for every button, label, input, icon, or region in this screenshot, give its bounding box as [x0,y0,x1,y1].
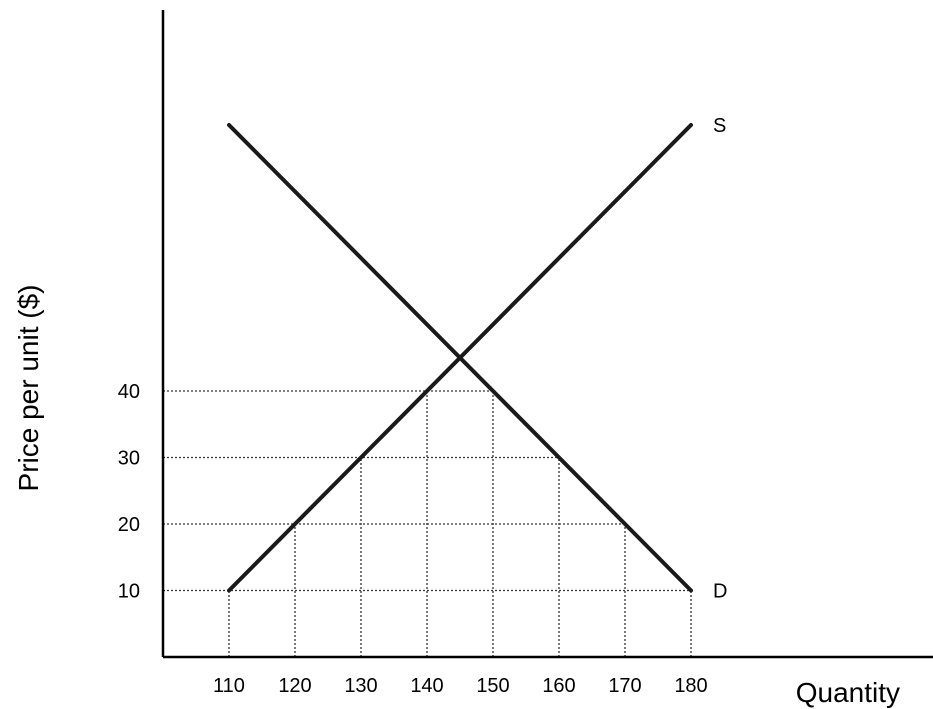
y-tick-label-40: 40 [118,381,140,403]
x-tick-label-150: 150 [476,675,509,697]
label-layer: S D 10 20 30 40 110 120 130 140 150 160 170 180 [118,115,728,697]
d-curve-label: D [713,581,727,603]
curve-layer [227,123,693,593]
x-tick-label-120: 120 [278,675,311,697]
x-tick-label-160: 160 [542,675,575,697]
x-tick-label-140: 140 [410,675,443,697]
y-axis-title: Price per unit ($) [13,285,44,492]
x-tick-label-170: 170 [608,675,641,697]
x-tick-label-180: 180 [674,675,707,697]
x-tick-label-130: 130 [344,675,377,697]
x-axis-title: Quantity [796,677,900,708]
s-curve-label: S [713,115,726,137]
y-tick-label-30: 30 [118,448,140,470]
axis-layer [161,10,933,659]
y-tick-label-10: 10 [118,581,140,603]
x-tick-label-110: 110 [213,675,245,697]
y-tick-label-20: 20 [118,514,140,536]
d-curve [227,123,693,593]
grid-layer [163,390,692,657]
